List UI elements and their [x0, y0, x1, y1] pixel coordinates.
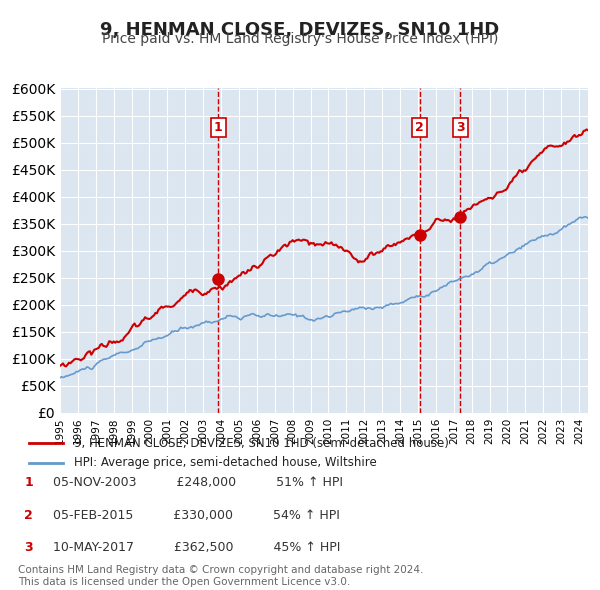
Text: 2: 2: [24, 509, 33, 522]
Text: 9, HENMAN CLOSE, DEVIZES, SN10 1HD: 9, HENMAN CLOSE, DEVIZES, SN10 1HD: [100, 21, 500, 39]
Text: Price paid vs. HM Land Registry's House Price Index (HPI): Price paid vs. HM Land Registry's House …: [102, 32, 498, 47]
Text: 9, HENMAN CLOSE, DEVIZES, SN10 1HD (semi-detached house): 9, HENMAN CLOSE, DEVIZES, SN10 1HD (semi…: [74, 437, 449, 450]
Text: 10-MAY-2017          £362,500          45% ↑ HPI: 10-MAY-2017 £362,500 45% ↑ HPI: [45, 541, 340, 554]
Text: 05-NOV-2003          £248,000          51% ↑ HPI: 05-NOV-2003 £248,000 51% ↑ HPI: [45, 476, 343, 489]
Text: 3: 3: [24, 541, 33, 554]
Text: 05-FEB-2015          £330,000          54% ↑ HPI: 05-FEB-2015 £330,000 54% ↑ HPI: [45, 509, 340, 522]
Text: 2: 2: [415, 121, 424, 134]
Text: 3: 3: [456, 121, 464, 134]
Text: 1: 1: [214, 121, 223, 134]
Text: 1: 1: [24, 476, 33, 489]
Text: HPI: Average price, semi-detached house, Wiltshire: HPI: Average price, semi-detached house,…: [74, 456, 377, 469]
Text: Contains HM Land Registry data © Crown copyright and database right 2024.
This d: Contains HM Land Registry data © Crown c…: [18, 565, 424, 587]
